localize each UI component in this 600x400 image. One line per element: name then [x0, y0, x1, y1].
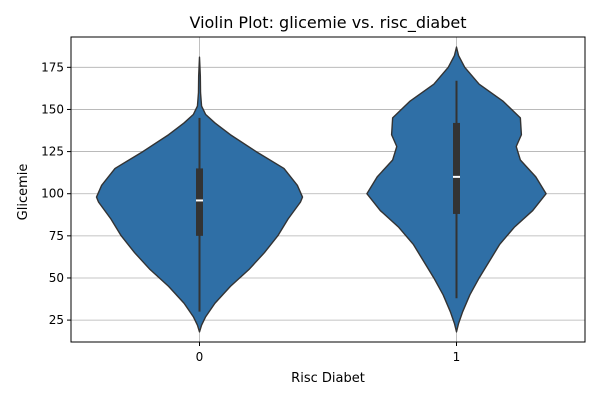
- x-tick-label: 1: [453, 350, 461, 364]
- y-tick-label: 175: [41, 60, 64, 74]
- violins: [95, 46, 547, 333]
- x-axis-label: Risc Diabet: [291, 371, 365, 386]
- y-tick-label: 75: [49, 229, 64, 243]
- y-axis-label: Glicemie: [16, 164, 31, 221]
- iqr-box-1: [453, 122, 460, 214]
- plot-frame: [70, 36, 586, 343]
- y-tick-label: 100: [41, 187, 64, 201]
- y-tick-label: 150: [41, 102, 64, 116]
- tick-labels: 25 50 75 100 125 150 175 0 1: [41, 60, 460, 364]
- iqr-box-0: [196, 168, 203, 236]
- y-tick-label: 125: [41, 145, 64, 159]
- y-tick-label: 25: [49, 313, 64, 327]
- x-tick-label: 0: [196, 350, 204, 364]
- y-tick-label: 50: [49, 271, 64, 285]
- chart-title: Violin Plot: glicemie vs. risc_diabet: [189, 13, 466, 33]
